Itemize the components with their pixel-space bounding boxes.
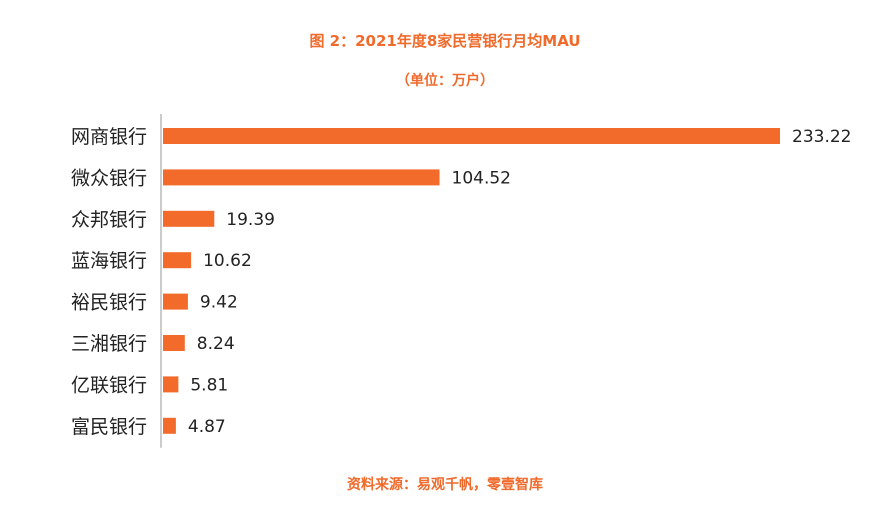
chart-source: 资料来源：易观千帆，零壹智库 [347,477,543,493]
value-label: 104.52 [452,168,511,188]
value-label: 8.24 [197,334,235,354]
value-label: 5.81 [190,375,228,395]
value-label: 4.87 [188,417,226,437]
bars-group: 网商银行 233.22 微众银行 104.52 众邦银行 19.39 蓝海银行 10.62 裕民… [71,126,852,438]
bar [163,169,440,186]
value-label: 19.39 [226,210,275,230]
category-label: 众邦银行 [71,209,147,231]
category-label: 蓝海银行 [71,250,147,272]
bar [163,210,215,227]
bar [163,417,176,434]
value-label: 233.22 [792,127,851,147]
category-label: 网商银行 [71,126,147,148]
bar [163,376,179,393]
bar [163,293,188,310]
bar [163,335,185,351]
chart-subtitle: （单位：万户） [396,73,494,89]
value-label: 9.42 [200,293,238,313]
chart-title: 图 2：2021年度8家民营银行月均MAU [309,32,581,50]
category-label: 亿联银行 [71,374,147,396]
category-label: 三湘银行 [71,333,147,355]
bar [163,128,780,144]
value-label: 10.62 [203,251,252,271]
category-label: 微众银行 [71,167,147,189]
bar [163,252,192,269]
category-label: 裕民银行 [71,292,147,314]
category-label: 富民银行 [71,416,147,438]
